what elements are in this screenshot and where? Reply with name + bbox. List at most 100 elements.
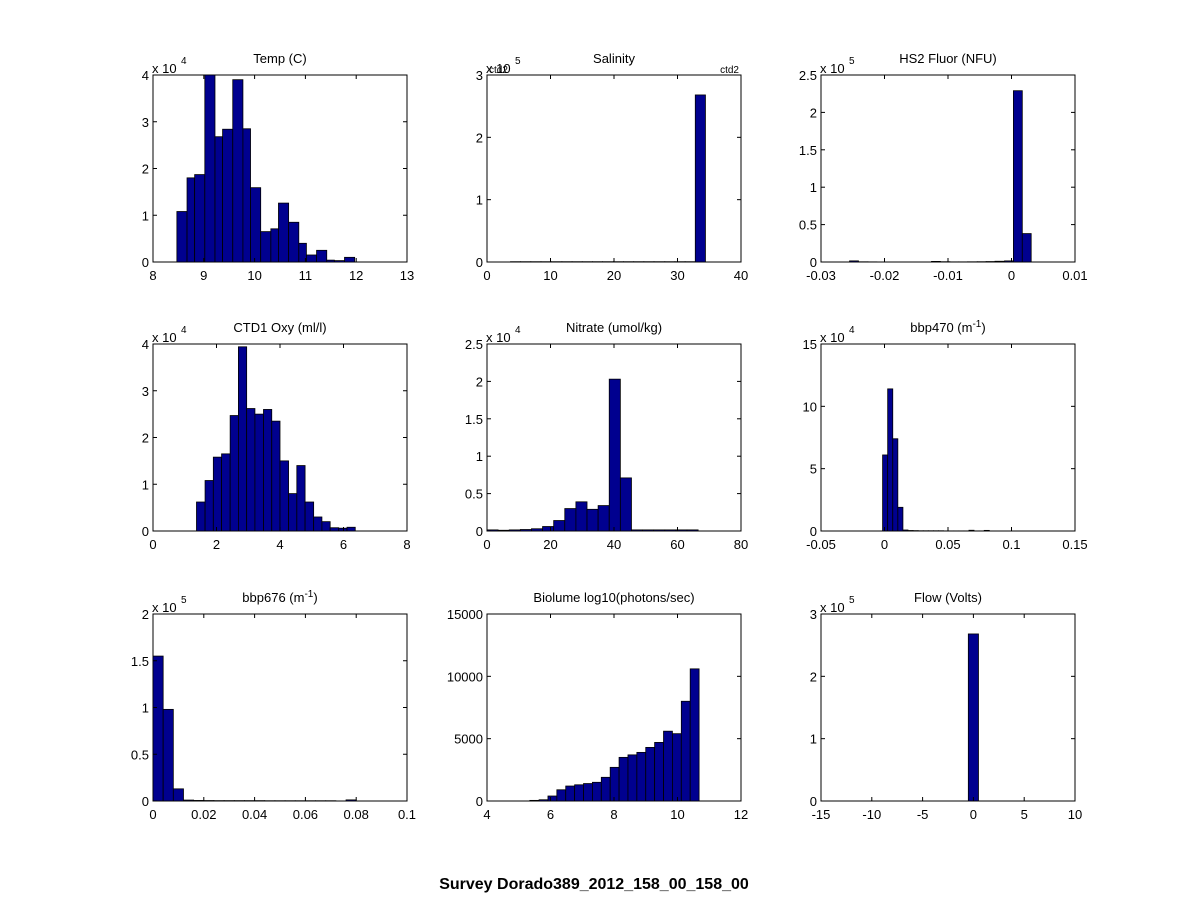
y-tick-label: 0	[142, 255, 149, 270]
y-tick-label: 15000	[447, 607, 483, 622]
x-tick-label: 30	[670, 268, 684, 283]
x-tick-label: 8	[403, 537, 410, 552]
histogram-bar	[583, 783, 593, 802]
x-tick-label: 8	[610, 807, 617, 822]
histogram-bar	[204, 480, 214, 532]
y-tick-label: 0	[476, 255, 483, 270]
histogram-bar	[689, 668, 700, 802]
histogram-bar	[542, 526, 555, 532]
histogram-bar	[260, 231, 272, 263]
x-tick-label: 5	[1021, 807, 1028, 822]
histogram-bar	[162, 708, 174, 802]
axes-box	[820, 74, 1076, 263]
y-tick-label: 0.5	[799, 218, 817, 233]
histogram-bar	[994, 260, 1005, 263]
subplot-title: bbp676 (m-1)	[242, 589, 317, 605]
x-tick-label: 4	[483, 807, 490, 822]
y-tick-label: 3	[810, 607, 817, 622]
x-tick-label: 4	[276, 537, 283, 552]
x-tick-label: -15	[812, 807, 831, 822]
axes-box	[152, 613, 408, 802]
histogram-bar	[897, 506, 904, 532]
x-tick-label: 12	[349, 268, 363, 283]
x-tick-label: 0.05	[935, 537, 960, 552]
histogram-bar	[592, 781, 602, 802]
y-tick-label: 0.5	[465, 487, 483, 502]
histogram-bar	[238, 346, 248, 532]
histogram-bar	[279, 460, 289, 532]
subplot-2: 0 10 20 30 40 0 1 2 3 x 10 5 Salinity ctd2 ctd2	[476, 51, 748, 283]
histogram-bar	[254, 413, 264, 532]
histogram-bar	[556, 789, 567, 802]
histogram-bar	[229, 415, 239, 532]
histogram-bar	[271, 420, 281, 532]
histogram-bar	[333, 260, 345, 263]
histogram-bar	[152, 655, 164, 802]
histogram-bar	[270, 228, 279, 263]
x-tick-label: 10	[543, 268, 557, 283]
y-tick-label: 1.5	[465, 412, 483, 427]
subplot-9: -15 -10 -5 0 5 10 0 1 2 3 x 10 5 Flow (Volts)	[810, 590, 1082, 822]
histogram-bar	[931, 261, 941, 263]
histogram-bar	[645, 746, 656, 802]
histogram-bar	[296, 465, 306, 532]
subplot-title: HS2 Fluor (NFU)	[899, 51, 997, 66]
y-tick-label: 1	[142, 208, 149, 223]
y-tick-label: 1.5	[131, 654, 149, 669]
histogram-bar	[329, 527, 340, 532]
y-tick-label: 2.5	[799, 68, 817, 83]
histogram-bar	[204, 74, 216, 263]
histogram-bar	[1004, 260, 1014, 263]
subplot-title: CTD1 Oxy (ml/l)	[233, 320, 326, 335]
histogram-bar	[564, 508, 577, 532]
histogram-bar	[497, 529, 510, 532]
y-exponent-label: x 10	[152, 61, 177, 76]
x-tick-label: 60	[670, 537, 684, 552]
histogram-bar	[321, 521, 331, 532]
x-tick-label: 0.1	[1002, 537, 1020, 552]
histogram-bar	[672, 733, 682, 802]
x-tick-label: 13	[400, 268, 414, 283]
x-tick-label: 0	[483, 268, 490, 283]
histogram-bar	[553, 520, 566, 532]
x-tick-label: 8	[149, 268, 156, 283]
histogram-bar	[346, 526, 356, 532]
histogram-bar	[574, 784, 584, 802]
subplot-title: Flow (Volts)	[914, 590, 982, 605]
y-tick-label: 10000	[447, 669, 483, 684]
histogram-bar	[600, 776, 611, 802]
annotation-left: ctd2	[489, 65, 508, 76]
histogram-bar	[344, 256, 356, 263]
histogram-bar	[508, 529, 521, 532]
y-tick-label: 0	[142, 524, 149, 539]
histogram-bar	[246, 408, 256, 532]
y-tick-label: 3	[142, 115, 149, 130]
subplot-title: Temp (C)	[253, 51, 306, 66]
x-tick-label: 0	[149, 807, 156, 822]
histogram-bar	[306, 254, 317, 263]
x-tick-label: 10	[1068, 807, 1082, 822]
x-tick-label: 80	[734, 537, 748, 552]
y-tick-label: 15	[803, 337, 817, 352]
y-tick-label: 10	[803, 399, 817, 414]
y-tick-label: 0	[810, 524, 817, 539]
y-exponent-power: 5	[849, 595, 855, 606]
y-exponent-power: 5	[515, 56, 521, 67]
y-tick-label: 2.5	[465, 337, 483, 352]
x-tick-label: 2	[213, 537, 220, 552]
histogram-bar	[968, 529, 975, 532]
histogram-bar	[653, 529, 666, 532]
histogram-bar	[278, 202, 290, 263]
x-tick-label: 0.01	[1062, 268, 1087, 283]
histogram-bar	[183, 799, 195, 802]
y-tick-label: 1	[810, 180, 817, 195]
y-tick-label: 0	[810, 255, 817, 270]
histogram-bar	[619, 477, 632, 532]
histogram-bar	[196, 501, 206, 532]
y-tick-label: 1	[810, 732, 817, 747]
y-exponent-label: x 10	[486, 61, 511, 76]
x-tick-label: 11	[299, 268, 313, 283]
histogram-bar	[288, 221, 300, 263]
